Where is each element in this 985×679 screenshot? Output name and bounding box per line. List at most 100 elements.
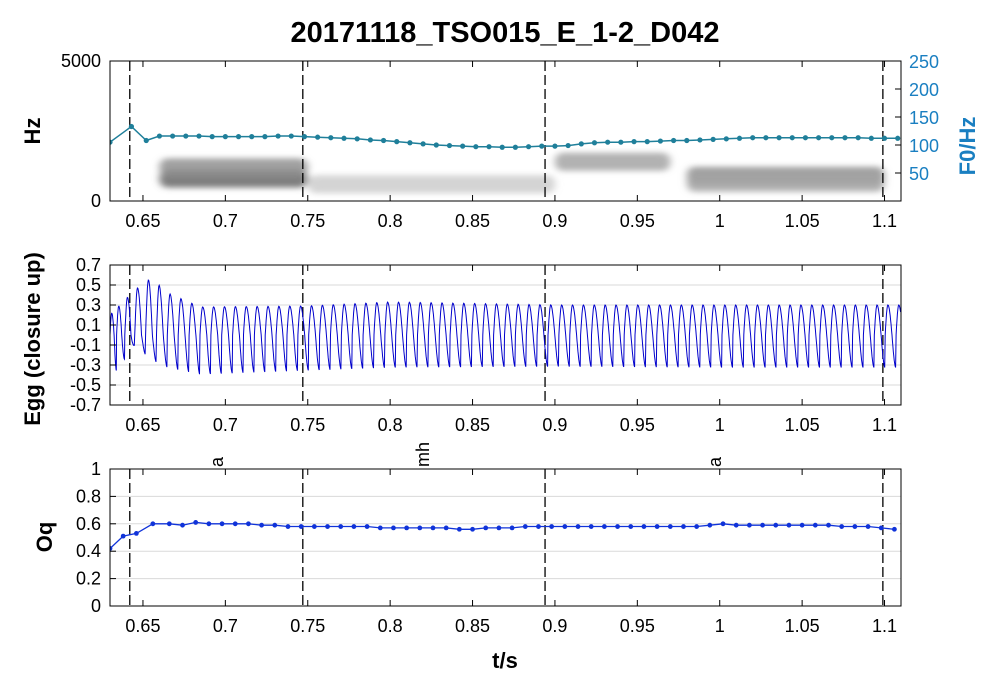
oq-x-tick-label: 0.7	[213, 616, 238, 636]
spectrogram-frame	[109, 60, 902, 202]
f0-point	[736, 135, 743, 141]
f0-point	[262, 134, 268, 140]
oq-point	[193, 520, 199, 525]
segment-labels: a mh a	[207, 442, 725, 467]
oq-point	[694, 524, 700, 529]
oq-point	[839, 524, 845, 529]
f0-point	[354, 136, 360, 142]
oq-y-tick-label: 0.8	[76, 486, 101, 506]
oq-point	[259, 522, 265, 528]
oq-point	[470, 526, 475, 532]
egg-x-tick-label: 0.85	[455, 415, 490, 435]
oq-point	[588, 524, 594, 529]
f0-point	[723, 136, 729, 142]
oq-point	[338, 524, 344, 529]
egg-y-tick-label: -0.5	[70, 375, 101, 395]
f0-point	[380, 137, 387, 144]
oq-point	[549, 524, 555, 529]
egg-line	[110, 279, 901, 375]
oq-point	[812, 522, 818, 528]
f0-point	[881, 135, 888, 141]
oq-y-tick-label: 0.2	[76, 569, 101, 589]
egg-y-tick-label: -0.7	[70, 395, 101, 415]
formant-band	[307, 175, 555, 194]
egg-y-tick-label: -0.1	[70, 335, 101, 355]
f0-point	[789, 135, 795, 141]
oq-point	[786, 522, 792, 528]
oq-gridlines	[110, 468, 901, 607]
f0-series	[110, 123, 901, 150]
f0-point	[315, 134, 321, 140]
oq-y-tick-label: 1	[91, 459, 101, 479]
oq-point	[417, 525, 423, 531]
egg-y-tick-label: 0.1	[76, 315, 101, 335]
oq-point	[601, 524, 607, 529]
f0-axis-tick-label: 100	[909, 136, 939, 156]
spectrogram-y-tick-label: 5000	[61, 51, 101, 71]
f0-point	[433, 142, 439, 148]
oq-point	[760, 522, 765, 528]
f0-point	[552, 143, 558, 149]
oq-x-tick-label: 0.95	[620, 616, 655, 636]
f0-point	[275, 133, 281, 139]
spectrogram-y-tick-label: 0	[91, 191, 101, 211]
oq-point	[720, 521, 726, 527]
egg-x-tick-label: 1.05	[785, 415, 820, 435]
egg-panel: -0.7-0.5-0.3-0.10.10.30.50.7 0.65 0.7 0.75…	[20, 252, 902, 435]
f0-point	[539, 143, 545, 149]
oq-point	[443, 525, 449, 531]
spectrogram-x-tick-label: 0.8	[378, 211, 403, 231]
x-axis-label: t/s	[492, 648, 518, 673]
spectrogram-bands	[159, 152, 885, 194]
f0-point	[657, 138, 664, 144]
oq-point	[773, 522, 779, 528]
f0-axis-tick-label: 200	[909, 80, 939, 100]
egg-x-tick-label: 1.1	[872, 415, 897, 435]
oq-y-tick-label: 0.4	[76, 541, 101, 561]
figure-title: 20171118_TSO015_E_1-2_D042	[291, 17, 720, 49]
f0-point	[196, 133, 202, 139]
spectrogram-x-ticks: 0.65 0.7 0.75 0.8 0.85 0.9 0.95 1 1.05 1.1	[125, 61, 897, 231]
spectrogram-x-tick-label: 1.1	[872, 211, 897, 231]
f0-axis-ticks: 50 100 150 200 250	[895, 52, 939, 184]
f0-point	[644, 139, 650, 145]
f0-point	[631, 139, 637, 145]
f0-point	[128, 123, 135, 130]
f0-point	[499, 144, 505, 150]
egg-y-ticks: -0.7-0.5-0.3-0.10.10.30.50.7	[70, 255, 116, 415]
f0-point	[895, 135, 901, 141]
egg-x-tick-label: 0.65	[125, 415, 160, 435]
egg-y-tick-label: 0.3	[76, 295, 101, 315]
egg-ylabel: Egg (closure up)	[20, 252, 45, 426]
oq-ylabel: Oq	[32, 522, 57, 553]
oq-point	[298, 524, 304, 529]
oq-y-tick-label: 0.6	[76, 514, 101, 534]
f0-point	[710, 136, 716, 142]
oq-point	[285, 524, 291, 529]
oq-x-tick-label: 0.8	[378, 616, 403, 636]
f0-point	[776, 135, 782, 141]
formant-band	[159, 158, 308, 177]
f0-point	[802, 135, 809, 141]
oq-point	[746, 522, 752, 528]
egg-y-tick-label: 0.5	[76, 275, 101, 295]
f0-point	[249, 134, 255, 140]
oq-point	[219, 521, 225, 527]
oq-point	[246, 521, 251, 527]
oq-point	[150, 521, 156, 527]
egg-frame	[109, 264, 902, 406]
spectrogram-x-tick-label: 0.85	[455, 211, 490, 231]
f0-point	[670, 137, 677, 144]
oq-series	[110, 520, 897, 551]
f0-point	[328, 135, 334, 141]
segment-label: a	[705, 456, 725, 467]
spectrogram-x-tick-label: 1	[715, 211, 725, 231]
spectrogram-boundaries	[129, 61, 884, 201]
egg-x-tick-label: 0.75	[290, 415, 325, 435]
f0-point	[473, 144, 479, 150]
f0-point	[525, 144, 532, 150]
f0-axis-tick-label: 150	[909, 108, 939, 128]
egg-y-tick-label: 0.7	[76, 255, 101, 275]
oq-point	[878, 525, 884, 531]
oq-point	[483, 525, 489, 531]
